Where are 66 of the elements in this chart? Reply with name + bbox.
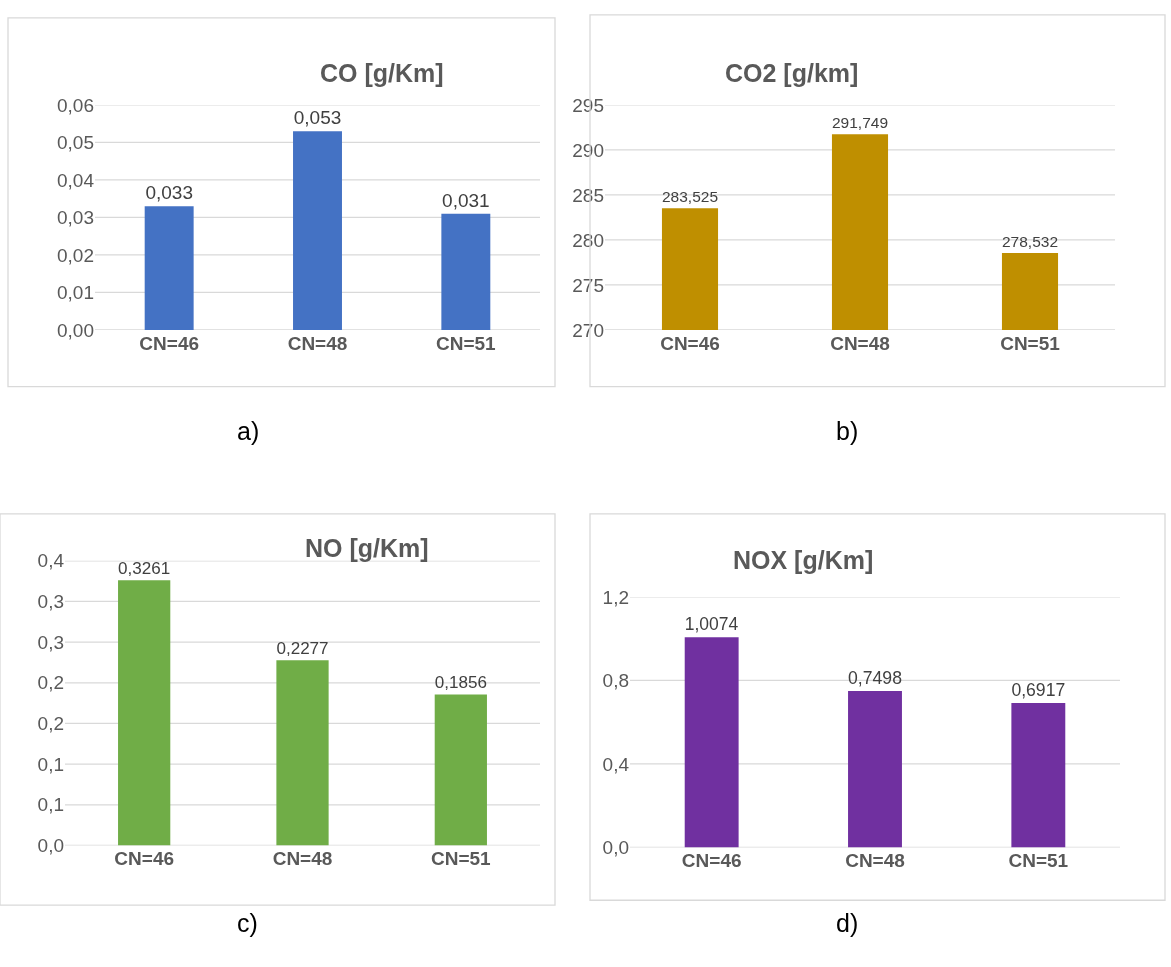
chart-title: NO [g/Km]	[305, 534, 429, 562]
data-label: 283,525	[661, 187, 719, 205]
x-tick-label: CN=48	[845, 850, 905, 872]
y-tick-label: 1,2	[602, 586, 629, 608]
y-tick-label: 270	[572, 319, 604, 341]
x-tick-label: CN=46	[660, 332, 720, 354]
x-tick-label: CN=51	[430, 848, 492, 870]
data-label: 1,0074	[684, 614, 739, 635]
data-label: 0,6917	[1011, 680, 1066, 701]
x-tick-label: CN=48	[287, 332, 348, 354]
y-tick-label: 0,1	[37, 794, 64, 816]
y-tick-label: 0,05	[57, 132, 94, 154]
bar	[434, 694, 487, 846]
x-tick-label: CN=48	[830, 332, 890, 354]
y-tick-label: 0,3	[37, 591, 64, 613]
bar	[441, 213, 491, 330]
bar	[118, 580, 171, 846]
data-label: 0,033	[145, 182, 193, 204]
y-tick-label: 0,1	[37, 753, 64, 775]
chart-title: CO2 [g/km]	[725, 59, 859, 87]
bar	[276, 660, 329, 846]
x-tick-label: CN=51	[1008, 850, 1069, 872]
x-tick-label: CN=48	[272, 848, 333, 870]
y-tick-label: 0,01	[57, 282, 94, 304]
data-label: 0,3261	[118, 558, 171, 578]
y-tick-label: 0,3	[37, 631, 64, 653]
data-label: 0,2277	[276, 638, 329, 658]
data-label: 0,7498	[848, 668, 903, 689]
text: b)	[836, 417, 859, 445]
x-tick-label: CN=46	[681, 850, 742, 872]
x-tick-label: CN=46	[114, 848, 175, 870]
data-label: 0,031	[442, 189, 490, 211]
y-tick-label: 285	[572, 184, 604, 206]
y-tick-label: 0,4	[37, 550, 65, 572]
bar	[684, 637, 739, 848]
chart-title: CO [g/Km]	[320, 59, 444, 87]
y-tick-label: 290	[572, 139, 604, 161]
y-tick-label: 0,03	[57, 207, 94, 229]
chart-title: NOX [g/Km]	[733, 546, 874, 574]
y-tick-label: 295	[572, 94, 604, 116]
data-label: 0,1856	[434, 672, 487, 692]
y-tick-label: 0,4	[602, 753, 630, 775]
x-tick-label: CN=51	[435, 332, 497, 354]
y-tick-label: 0,2	[37, 713, 64, 735]
x-tick-label: CN=46	[139, 332, 200, 354]
bar	[144, 206, 194, 330]
bar	[293, 131, 342, 330]
y-tick-label: 0,04	[57, 169, 95, 191]
text: a)	[237, 417, 260, 445]
data-label: 278,532	[1001, 232, 1059, 250]
bar	[848, 690, 902, 848]
bar	[1011, 703, 1066, 848]
x-tick-label: CN=51	[1000, 332, 1061, 354]
y-tick-label: 0,00	[57, 319, 94, 341]
y-tick-label: 0,0	[37, 835, 64, 857]
text: d)	[836, 909, 859, 937]
y-tick-label: 0,2	[37, 672, 64, 694]
y-tick-label: 280	[572, 229, 604, 251]
text: c)	[237, 909, 258, 937]
data-label: 291,749	[831, 113, 889, 131]
y-tick-label: 0,0	[602, 837, 629, 859]
y-tick-label: 0,06	[57, 94, 94, 116]
y-tick-label: 0,02	[57, 244, 94, 266]
data-label: 0,053	[293, 107, 342, 129]
y-tick-label: 275	[572, 274, 604, 296]
y-tick-label: 0,8	[602, 670, 629, 692]
